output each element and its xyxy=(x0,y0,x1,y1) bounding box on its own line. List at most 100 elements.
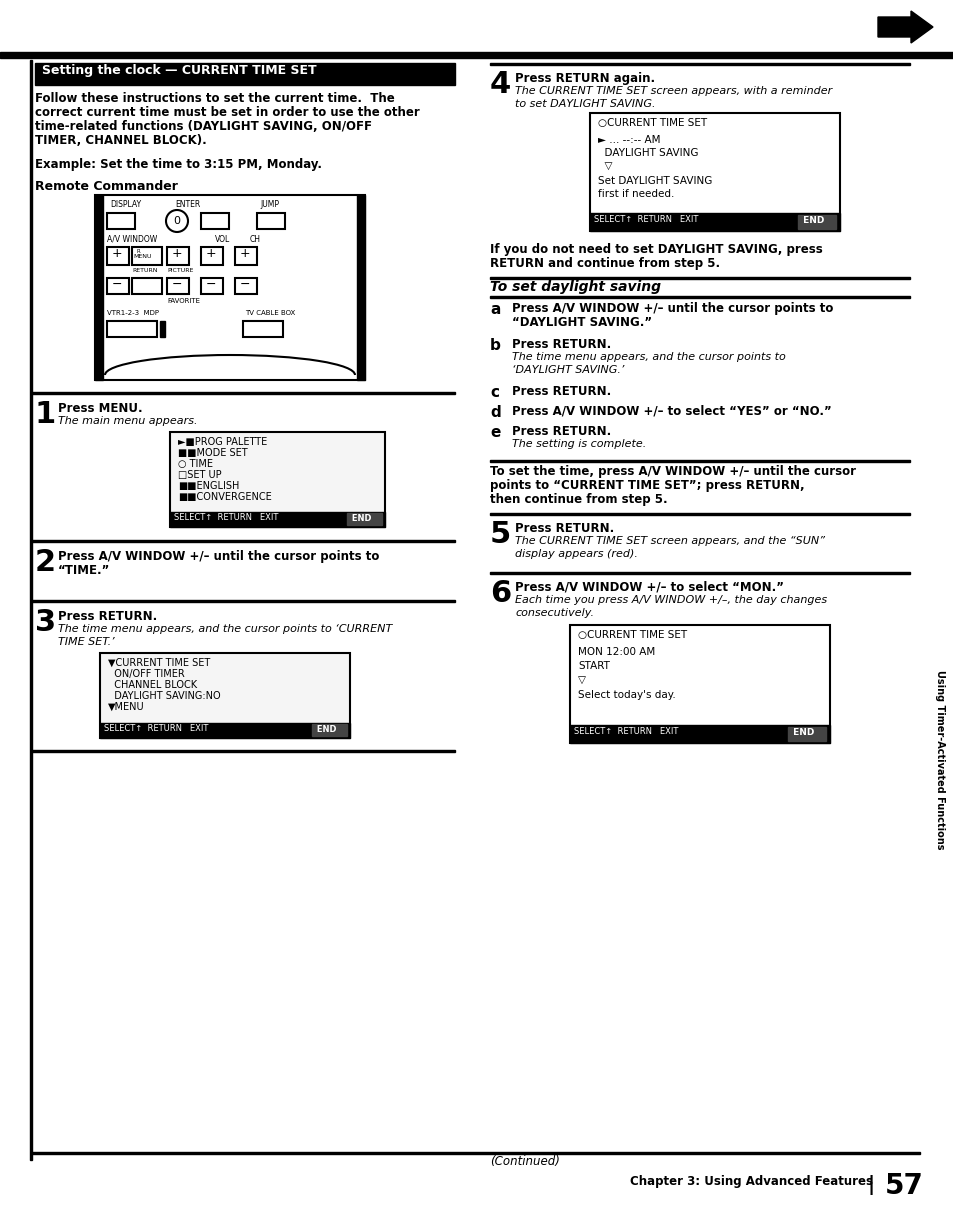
Text: 6: 6 xyxy=(490,579,511,608)
Bar xyxy=(100,653,350,737)
Text: SELECT↑  RETURN   EXIT: SELECT↑ RETURN EXIT xyxy=(173,513,278,522)
Text: Press RETURN again.: Press RETURN again. xyxy=(515,73,655,85)
Bar xyxy=(234,247,256,265)
Text: +: + xyxy=(172,247,182,260)
Text: Press A/V WINDOW +/– until the cursor points to: Press A/V WINDOW +/– until the cursor po… xyxy=(512,302,833,316)
Text: Set DAYLIGHT SAVING: Set DAYLIGHT SAVING xyxy=(598,177,712,186)
Text: ON/OFF TIMER: ON/OFF TIMER xyxy=(108,669,185,679)
Text: END: END xyxy=(314,725,336,734)
Text: |: | xyxy=(867,1175,874,1194)
Text: TV CABLE BOX: TV CABLE BOX xyxy=(245,310,294,316)
Text: If you do not need to set DAYLIGHT SAVING, press: If you do not need to set DAYLIGHT SAVIN… xyxy=(490,243,821,256)
Text: RETURN: RETURN xyxy=(132,268,157,273)
Bar xyxy=(490,296,909,297)
Text: ○CURRENT TIME SET: ○CURRENT TIME SET xyxy=(598,118,706,128)
Bar xyxy=(589,112,840,231)
Text: END: END xyxy=(789,728,814,737)
Text: Example: Set the time to 3:15 PM, Monday.: Example: Set the time to 3:15 PM, Monday… xyxy=(35,158,322,170)
Bar xyxy=(132,278,162,294)
Bar xyxy=(312,724,347,736)
Text: CHANNEL BLOCK: CHANNEL BLOCK xyxy=(108,679,197,690)
Text: first if needed.: first if needed. xyxy=(598,189,674,199)
Text: Follow these instructions to set the current time.  The: Follow these instructions to set the cur… xyxy=(35,92,395,105)
Text: −: − xyxy=(112,278,122,291)
Text: Remote Commander: Remote Commander xyxy=(35,180,177,193)
Text: +: + xyxy=(206,247,216,260)
Text: ■■CONVERGENCE: ■■CONVERGENCE xyxy=(178,492,272,502)
Text: ►■PROG PALETTE: ►■PROG PALETTE xyxy=(178,436,267,447)
Bar xyxy=(234,278,256,294)
Bar xyxy=(32,750,455,752)
Text: display appears (red).: display appears (red). xyxy=(515,549,638,559)
Text: Press A/V WINDOW +/– until the cursor points to: Press A/V WINDOW +/– until the cursor po… xyxy=(58,550,379,563)
Text: ▼CURRENT TIME SET: ▼CURRENT TIME SET xyxy=(108,658,210,669)
Text: −: − xyxy=(239,278,250,291)
Text: ▽: ▽ xyxy=(578,675,585,686)
Bar xyxy=(100,723,350,737)
Text: The CURRENT TIME SET screen appears, with a reminder: The CURRENT TIME SET screen appears, wit… xyxy=(515,86,831,96)
Text: Press RETURN.: Press RETURN. xyxy=(512,426,611,438)
Text: MON 12:00 AM: MON 12:00 AM xyxy=(578,647,655,656)
Bar xyxy=(347,513,381,525)
Text: PICTURE: PICTURE xyxy=(167,268,193,273)
Text: The CURRENT TIME SET screen appears, and the “SUN”: The CURRENT TIME SET screen appears, and… xyxy=(515,536,824,546)
Text: +: + xyxy=(239,247,250,260)
Text: The time menu appears, and the cursor points to ‘CURRENT: The time menu appears, and the cursor po… xyxy=(58,624,392,634)
Bar xyxy=(95,195,103,380)
Text: Select today's day.: Select today's day. xyxy=(578,690,675,700)
Text: TIMER, CHANNEL BLOCK).: TIMER, CHANNEL BLOCK). xyxy=(35,134,207,147)
Text: □SET UP: □SET UP xyxy=(178,470,221,480)
Text: 3: 3 xyxy=(35,608,56,637)
Text: 0: 0 xyxy=(173,216,180,226)
Bar xyxy=(170,432,385,527)
Bar xyxy=(256,213,285,229)
Text: 1: 1 xyxy=(35,400,56,429)
Text: RETURN and continue from step 5.: RETURN and continue from step 5. xyxy=(490,258,720,270)
Text: ▽: ▽ xyxy=(598,161,612,170)
Text: to set DAYLIGHT SAVING.: to set DAYLIGHT SAVING. xyxy=(515,99,655,109)
Bar xyxy=(356,195,365,380)
Text: VTR1-2-3  MDP: VTR1-2-3 MDP xyxy=(107,310,159,316)
Text: e: e xyxy=(490,426,500,440)
Text: ‘DAYLIGHT SAVING.’: ‘DAYLIGHT SAVING.’ xyxy=(512,365,623,375)
Bar xyxy=(32,600,455,602)
Bar xyxy=(107,213,135,229)
Text: Press RETURN.: Press RETURN. xyxy=(515,522,614,536)
FancyArrow shape xyxy=(877,11,932,44)
Text: Setting the clock — CURRENT TIME SET: Setting the clock — CURRENT TIME SET xyxy=(42,64,316,77)
Text: DAYLIGHT SAVING: DAYLIGHT SAVING xyxy=(598,147,698,158)
Text: “DAYLIGHT SAVING.”: “DAYLIGHT SAVING.” xyxy=(512,316,652,329)
Text: then continue from step 5.: then continue from step 5. xyxy=(490,493,667,507)
Text: The main menu appears.: The main menu appears. xyxy=(58,416,197,426)
Text: SELECT↑  RETURN   EXIT: SELECT↑ RETURN EXIT xyxy=(594,215,698,224)
Text: ► ... --:-- AM: ► ... --:-- AM xyxy=(598,135,659,145)
Text: correct current time must be set in order to use the other: correct current time must be set in orde… xyxy=(35,106,419,118)
Bar xyxy=(0,52,953,58)
Bar xyxy=(569,625,829,744)
Text: FAVORITE: FAVORITE xyxy=(167,297,200,303)
Text: MENU: MENU xyxy=(133,254,152,259)
Text: Using Timer-Activated Functions: Using Timer-Activated Functions xyxy=(934,670,944,850)
Text: “TIME.”: “TIME.” xyxy=(58,565,111,577)
Bar xyxy=(490,513,909,515)
Text: JUMP: JUMP xyxy=(260,199,278,209)
Text: consecutively.: consecutively. xyxy=(515,608,594,618)
Text: c: c xyxy=(490,384,498,400)
Bar xyxy=(569,725,829,744)
Text: 57: 57 xyxy=(884,1172,923,1201)
Text: ○CURRENT TIME SET: ○CURRENT TIME SET xyxy=(578,630,686,640)
Text: points to “CURRENT TIME SET”; press RETURN,: points to “CURRENT TIME SET”; press RETU… xyxy=(490,479,803,492)
Text: Press A/V WINDOW +/– to select “YES” or “NO.”: Press A/V WINDOW +/– to select “YES” or … xyxy=(512,405,831,418)
Text: Press RETURN.: Press RETURN. xyxy=(512,339,611,351)
Text: DISPLAY: DISPLAY xyxy=(110,199,141,209)
Text: CH: CH xyxy=(250,235,261,244)
Text: To set daylight saving: To set daylight saving xyxy=(490,280,660,294)
Text: SELECT↑  RETURN   EXIT: SELECT↑ RETURN EXIT xyxy=(104,724,208,733)
Text: A/V WINDOW: A/V WINDOW xyxy=(107,235,157,244)
Bar xyxy=(201,247,223,265)
Bar xyxy=(490,63,909,64)
Bar xyxy=(787,727,825,741)
Bar xyxy=(35,63,455,85)
Text: The setting is complete.: The setting is complete. xyxy=(512,439,645,449)
Bar xyxy=(30,60,32,1159)
